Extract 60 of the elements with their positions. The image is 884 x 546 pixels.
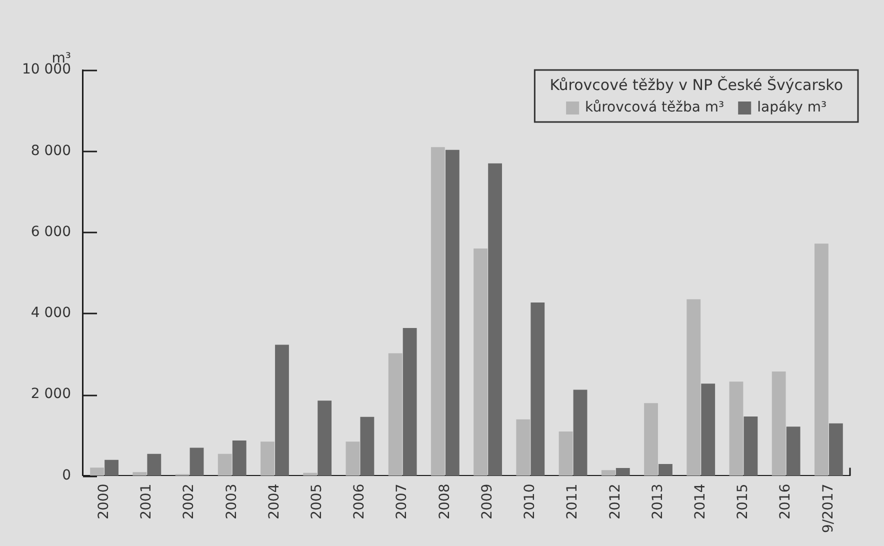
bar — [516, 419, 530, 476]
x-tick-label: 9/2017 — [820, 484, 836, 534]
bar — [644, 403, 658, 476]
y-tick-label: 4 000 — [30, 305, 71, 322]
bar — [260, 442, 274, 476]
bar — [729, 382, 744, 476]
bar — [573, 390, 588, 476]
bar — [346, 442, 360, 476]
bar — [701, 384, 716, 476]
x-tick-label: 2008 — [436, 484, 453, 520]
bar — [104, 460, 118, 476]
bar — [686, 299, 701, 476]
bar — [190, 448, 204, 476]
bar — [218, 454, 232, 476]
x-tick-label: 2000 — [96, 484, 112, 520]
x-tick-label: 2003 — [224, 484, 240, 520]
bar — [786, 426, 800, 476]
x-tick-label: 2014 — [692, 484, 708, 520]
bar — [232, 440, 246, 476]
x-tick-label: 2011 — [564, 484, 581, 520]
x-tick-label: 2009 — [479, 484, 496, 520]
bar — [402, 328, 417, 476]
x-tick-label: 2002 — [181, 484, 198, 520]
bar — [616, 468, 630, 476]
bar — [558, 432, 573, 476]
bar — [90, 468, 104, 476]
bar — [388, 353, 402, 476]
legend-label: kůrovcová těžba m³ — [585, 100, 724, 116]
bar — [147, 454, 162, 476]
x-tick-label: 2005 — [308, 484, 325, 520]
bar — [828, 423, 843, 476]
bar — [430, 147, 445, 476]
y-tick-label: 0 — [62, 467, 71, 484]
bar — [601, 470, 616, 476]
x-tick-label: 2007 — [394, 484, 410, 520]
bar — [474, 248, 488, 476]
legend-title: Kůrovcové těžby v NP České Švýcarsko — [550, 76, 844, 94]
y-tick-label: 8 000 — [30, 142, 71, 159]
bar — [530, 302, 545, 476]
bar — [132, 472, 147, 476]
x-tick-label: 2006 — [352, 484, 368, 520]
bar — [814, 244, 828, 476]
bar — [772, 371, 786, 476]
x-tick-label: 2015 — [735, 484, 752, 520]
bar — [744, 416, 758, 476]
x-tick-label: 2012 — [607, 484, 624, 520]
y-tick-label: 6 000 — [30, 224, 71, 240]
x-tick-label: 2013 — [650, 484, 666, 520]
bar — [488, 163, 502, 476]
bar — [275, 344, 289, 476]
y-tick-label: 2 000 — [30, 386, 71, 402]
bar — [318, 400, 332, 476]
x-tick-label: 2001 — [138, 484, 155, 520]
legend-label: lapáky m³ — [757, 100, 827, 116]
bar — [360, 416, 374, 476]
bar — [445, 150, 460, 476]
x-tick-label: 2004 — [266, 484, 282, 520]
x-tick-label: 2016 — [778, 484, 794, 520]
x-tick-label: 2010 — [522, 484, 538, 520]
bar — [658, 464, 672, 476]
